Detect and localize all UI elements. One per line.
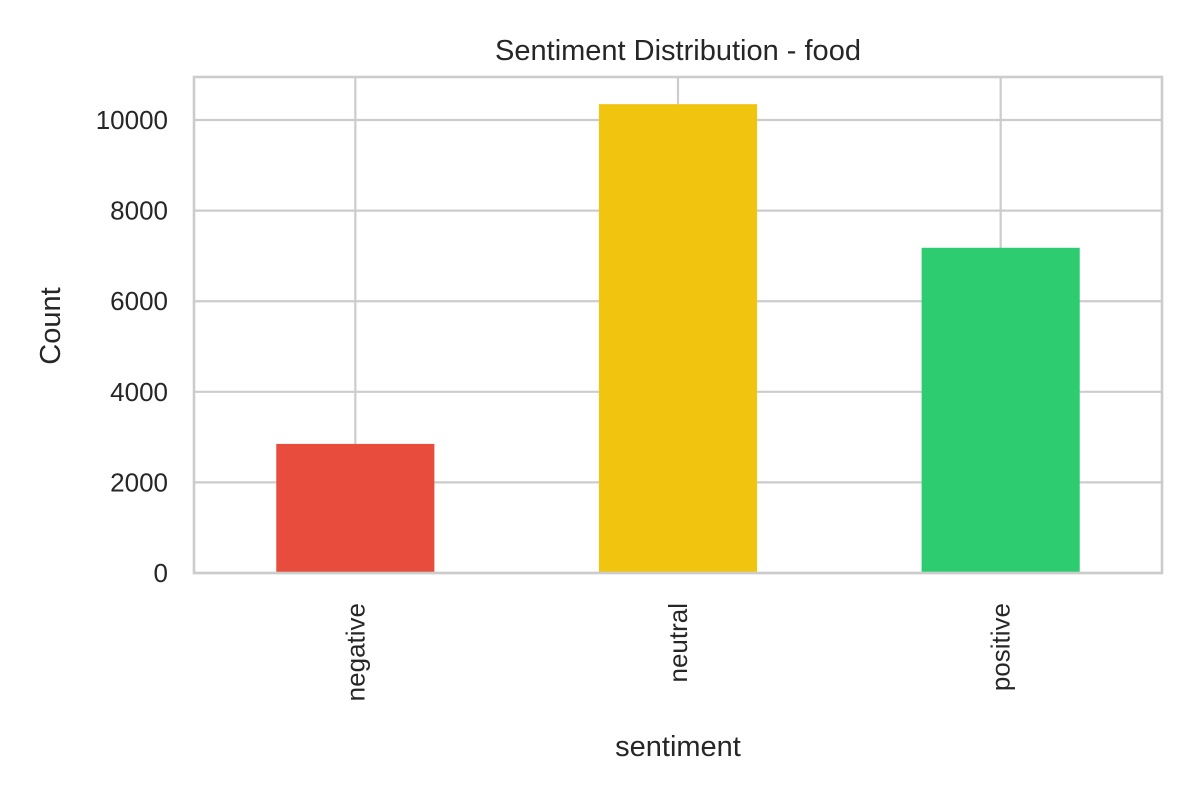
bar-positive (921, 247, 1080, 573)
y-tick-label-5: 10000 (96, 105, 168, 135)
bar-negative (276, 443, 435, 573)
x-tick-label-neutral: neutral (663, 603, 693, 683)
y-tick-label-3: 6000 (110, 286, 168, 316)
chart-title: Sentiment Distribution - food (495, 35, 861, 67)
bars (276, 104, 1080, 573)
x-axis-label: sentiment (615, 731, 741, 763)
y-axis-label: Count (35, 287, 67, 364)
x-tick-label-positive: positive (986, 603, 1016, 691)
bar-neutral (598, 104, 758, 573)
y-tick-labels: 0 2000 4000 6000 8000 10000 (96, 105, 168, 588)
y-tick-label-0: 0 (154, 558, 168, 588)
y-tick-label-1: 2000 (110, 467, 168, 497)
y-tick-label-4: 8000 (110, 196, 168, 226)
plot-frame (192, 75, 1164, 575)
y-tick-label-2: 4000 (110, 377, 168, 407)
x-tick-label-negative: negative (340, 603, 370, 701)
x-tick-labels: negative neutral positive (340, 603, 1015, 701)
